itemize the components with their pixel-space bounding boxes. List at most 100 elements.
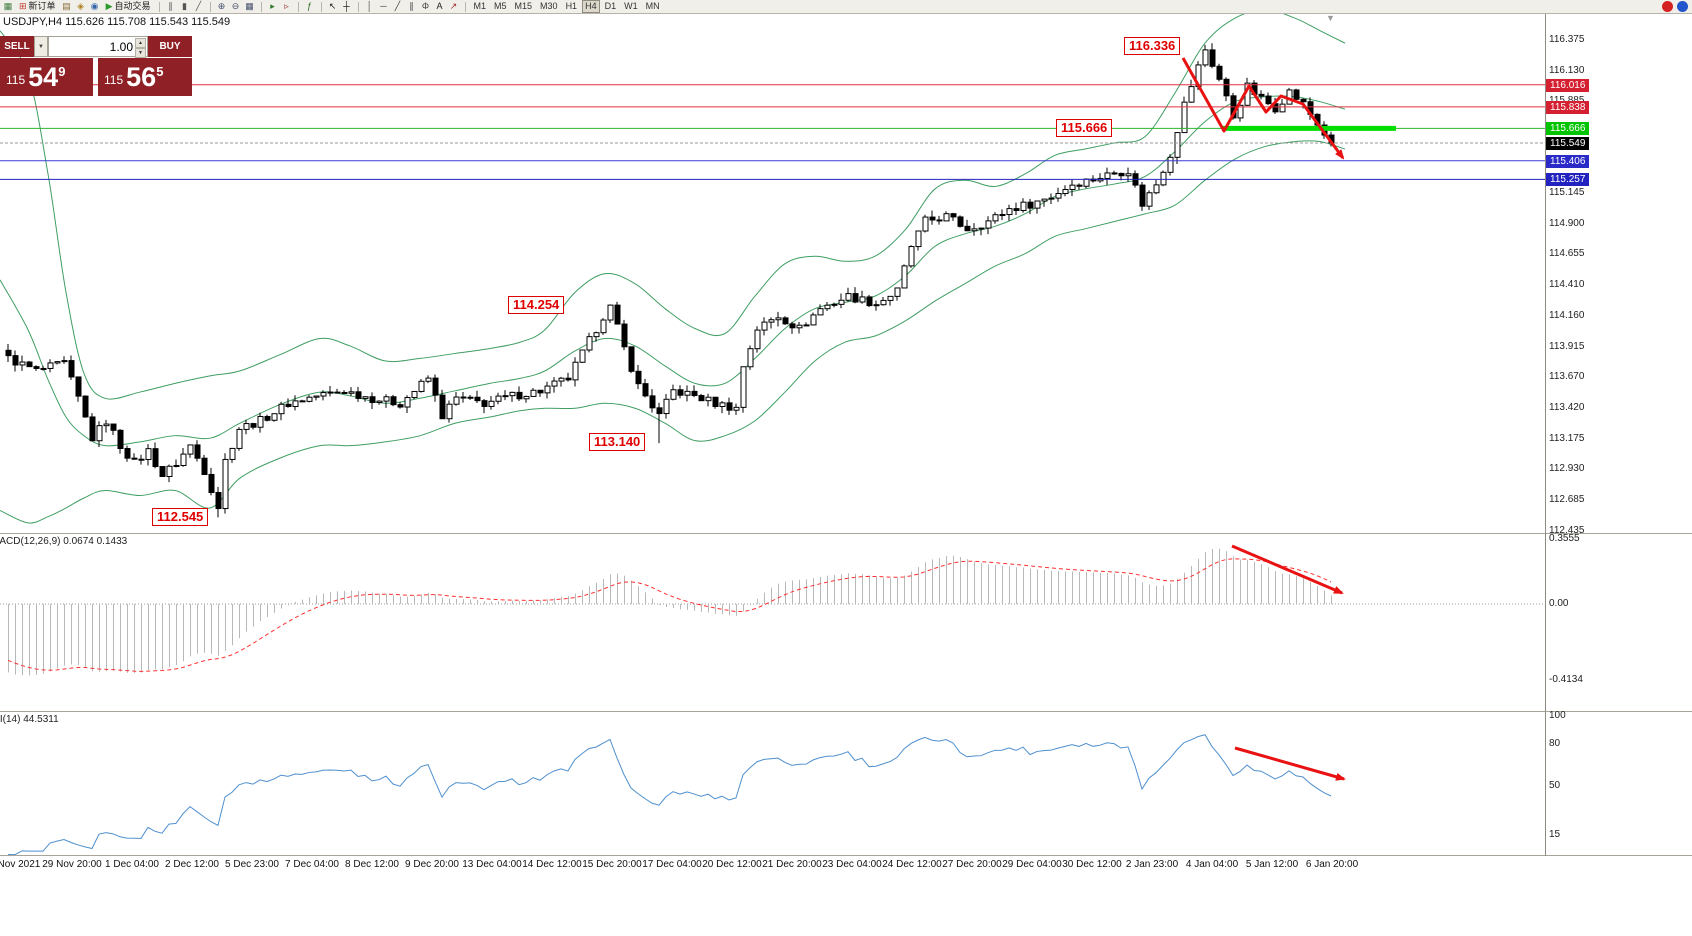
new-chart-icon-glyph: ▦ bbox=[3, 1, 13, 11]
arrows-tool-icon-glyph: ↗ bbox=[449, 1, 458, 11]
candlestick-series bbox=[5, 43, 1335, 518]
buy-button[interactable]: BUY bbox=[148, 36, 192, 57]
market-watch-icon[interactable]: ◉ bbox=[89, 0, 101, 13]
timeframe-w1-button[interactable]: W1 bbox=[624, 1, 638, 11]
line-chart-icon[interactable]: ╱ bbox=[193, 0, 205, 13]
price-annotation[interactable]: 112.545 bbox=[152, 508, 209, 526]
candlestick-chart-icon[interactable]: ▮ bbox=[179, 0, 191, 13]
tile-windows-icon-glyph: ▦ bbox=[245, 1, 254, 11]
order-type-dropdown[interactable]: ▼ bbox=[34, 36, 48, 57]
equidistant-channel-icon[interactable]: ∥ bbox=[406, 0, 418, 13]
timeframe-m1-button[interactable]: M1 bbox=[473, 1, 487, 11]
bar-chart-icon[interactable]: ∥ bbox=[165, 0, 177, 13]
volume-increase-icon[interactable]: ▲ bbox=[135, 38, 146, 48]
main-trend-arrow[interactable] bbox=[1181, 57, 1345, 160]
sell-button[interactable]: SELL bbox=[0, 36, 34, 57]
cursor-icon[interactable]: ↖ bbox=[327, 0, 339, 13]
rsi-trend-arrow[interactable] bbox=[1234, 746, 1346, 781]
panel-separator[interactable] bbox=[0, 533, 1692, 534]
chart-shift-icon[interactable]: ▹ bbox=[281, 0, 293, 13]
macd-signal-line bbox=[7, 558, 1332, 672]
time-axis-label: 30 Dec 12:00 bbox=[1062, 859, 1122, 870]
panel-separator[interactable] bbox=[0, 711, 1692, 712]
volume-stepper: ▲ ▼ bbox=[135, 38, 146, 58]
tile-windows-icon[interactable]: ▦ bbox=[244, 0, 256, 13]
text-label-icon[interactable]: A bbox=[434, 0, 446, 13]
macd-scale-label: -0.4134 bbox=[1549, 674, 1583, 686]
price-annotation[interactable]: 114.254 bbox=[508, 296, 565, 314]
timeframe-m5-button[interactable]: M5 bbox=[494, 1, 507, 11]
ask-price-prefix: 115 bbox=[104, 73, 124, 87]
price-annotation[interactable]: 113.140 bbox=[589, 433, 646, 451]
auto-scroll-icon[interactable]: ▸ bbox=[267, 0, 279, 13]
news-icon[interactable] bbox=[1662, 1, 1673, 12]
new-order-button[interactable]: ⊞ 新订单 bbox=[16, 0, 59, 13]
toolbar: ▦ ⊞ 新订单 ▤ ◈ ◉ ▶ 自动交易 ∥ ▮ ╱ ⊕ ⊖ ▦ ▸ ▹ ƒ ↖ ┼ │ ─ ╱ ∥ Φ A ↗ M1 M5 M15 M3… bbox=[0, 0, 1692, 14]
community-icon[interactable] bbox=[1677, 1, 1688, 12]
horizontal-line-icon[interactable]: ─ bbox=[378, 0, 390, 13]
time-axis-label: 13 Dec 04:00 bbox=[462, 859, 522, 870]
toolbar-right-icons bbox=[1662, 1, 1688, 12]
toolbar-separator bbox=[297, 1, 299, 12]
zoom-out-icon-glyph: ⊖ bbox=[231, 1, 240, 11]
time-axis-label: 29 Nov 20:00 bbox=[42, 859, 102, 870]
time-axis-label: 20 Dec 12:00 bbox=[702, 859, 762, 870]
autotrading-button[interactable]: ▶ 自动交易 bbox=[103, 0, 154, 13]
macd-scale-label: 0.00 bbox=[1549, 598, 1569, 609]
timeframe-m15-button[interactable]: M15 bbox=[514, 1, 533, 11]
chart-shift-marker-icon: ▼ bbox=[1326, 13, 1335, 23]
fibonacci-icon[interactable]: Φ bbox=[420, 0, 432, 13]
zoom-in-icon[interactable]: ⊕ bbox=[216, 0, 228, 13]
price-annotation[interactable]: 116.336 bbox=[1124, 37, 1181, 55]
bid-price-sup: 9 bbox=[58, 63, 66, 79]
autotrading-icon: ▶ bbox=[105, 1, 113, 11]
ask-price-display[interactable]: 115 56 5 bbox=[98, 58, 192, 96]
fibonacci-icon-glyph: Φ bbox=[421, 1, 430, 11]
bid-price-display[interactable]: 115 54 9 bbox=[0, 58, 93, 96]
vertical-line-icon-glyph: │ bbox=[366, 1, 373, 11]
bollinger-middle-band bbox=[0, 95, 1346, 447]
indicators-icon[interactable]: ƒ bbox=[304, 0, 316, 13]
volume-input[interactable] bbox=[49, 37, 147, 56]
timeframe-h4-button[interactable]: H4 bbox=[582, 0, 600, 13]
price-annotation[interactable]: 115.666 bbox=[1056, 119, 1113, 137]
price-level-badge: 115.666 bbox=[1546, 122, 1590, 136]
horizontal-line-icon-glyph: ─ bbox=[380, 1, 387, 11]
time-axis-label: 6 Jan 20:00 bbox=[1305, 859, 1359, 870]
zoom-in-icon-glyph: ⊕ bbox=[217, 1, 226, 11]
timeframe-mn-button[interactable]: MN bbox=[645, 1, 660, 11]
timeframe-h1-button[interactable]: H1 bbox=[565, 1, 578, 11]
arrows-tool-icon[interactable]: ↗ bbox=[448, 0, 460, 13]
time-axis-label: 9 Dec 20:00 bbox=[405, 859, 459, 870]
price-axis-border bbox=[1545, 14, 1546, 873]
trendline-icon[interactable]: ╱ bbox=[392, 0, 404, 13]
price-axis-label: 112.435 bbox=[1549, 525, 1585, 537]
macd-trend-arrow[interactable] bbox=[1231, 544, 1344, 595]
rsi-scale-label: 100 bbox=[1549, 710, 1566, 721]
price-axis-label: 113.670 bbox=[1549, 371, 1585, 383]
timeframe-m30-button[interactable]: M30 bbox=[540, 1, 558, 11]
vertical-line-icon[interactable]: │ bbox=[364, 0, 376, 13]
macd-histogram bbox=[8, 548, 1332, 676]
volume-decrease-icon[interactable]: ▼ bbox=[135, 48, 146, 58]
chart-title: USDJPY,H4 115.626 115.708 115.543 115.54… bbox=[3, 16, 231, 28]
candlestick-chart-icon-glyph: ▮ bbox=[182, 1, 187, 11]
price-axis[interactable]: 116.375116.130115.885115.640115.395115.1… bbox=[1546, 0, 1692, 936]
time-axis-label: 27 Dec 20:00 bbox=[942, 859, 1002, 870]
panel-separator bbox=[0, 855, 1692, 856]
chart-profiles-icon[interactable]: ▤ bbox=[61, 0, 73, 13]
time-axis-label: 17 Dec 04:00 bbox=[642, 859, 702, 870]
price-axis-label: 113.175 bbox=[1549, 432, 1585, 444]
ask-price-big: 56 bbox=[126, 61, 157, 92]
time-axis-label: 25 Nov 2021 bbox=[0, 859, 41, 870]
rsi-scale-label: 15 bbox=[1549, 829, 1561, 840]
new-chart-icon[interactable]: ▦ bbox=[2, 0, 14, 13]
chart-shift-icon-glyph: ▹ bbox=[284, 1, 289, 11]
timeframe-d1-button[interactable]: D1 bbox=[604, 1, 617, 11]
crosshair-icon[interactable]: ┼ bbox=[341, 0, 353, 13]
chart-profiles-icon-glyph: ▤ bbox=[62, 1, 71, 11]
zoom-out-icon[interactable]: ⊖ bbox=[230, 0, 242, 13]
navigator-icon[interactable]: ◈ bbox=[75, 0, 87, 13]
